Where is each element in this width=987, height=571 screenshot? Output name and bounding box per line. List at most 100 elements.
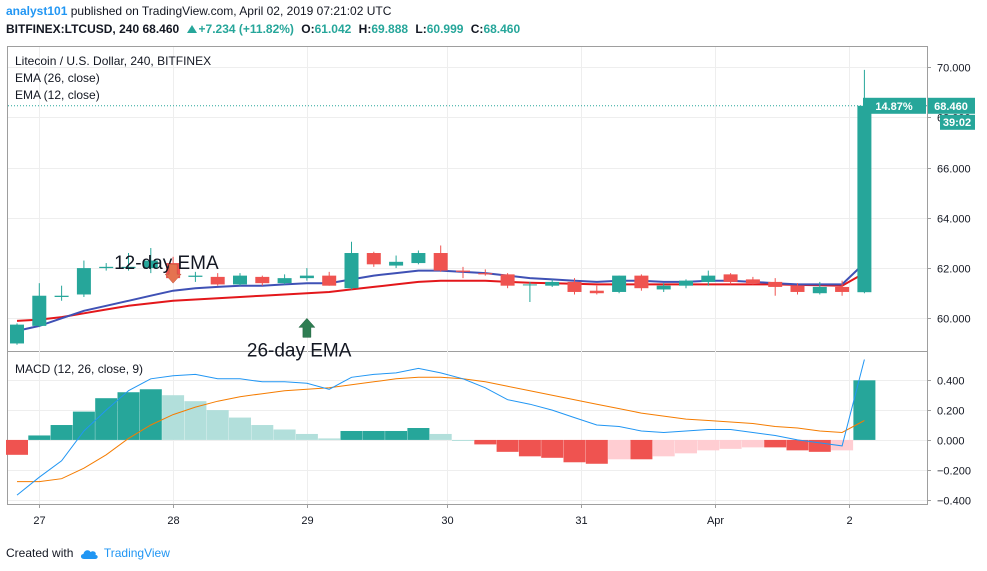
candle-body <box>500 274 515 286</box>
high-value: 69.888 <box>371 22 409 36</box>
macd-histogram-bar <box>273 429 296 440</box>
macd-series <box>16 359 865 496</box>
change-value: +7.234 (+11.82%) <box>198 22 294 36</box>
macd-histogram-bar <box>95 398 118 440</box>
macd-histogram-bar <box>764 439 787 448</box>
candle-body <box>121 266 136 269</box>
price-grid <box>8 67 927 319</box>
macd-histogram <box>6 380 876 464</box>
macd-histogram-bar <box>741 439 764 448</box>
macd-axis: 0.400 0.200 0.000 −0.200 −0.400 <box>927 376 971 508</box>
symbol-label: BITFINEX:LTCUSD, 240 <box>6 22 140 36</box>
tradingview-link[interactable]: TradingView <box>103 546 170 560</box>
last-price-tag-bg <box>928 97 975 114</box>
annotation-label: 26-day EMA <box>247 340 352 361</box>
candle-body <box>10 324 24 344</box>
countdown-tag-bg <box>940 114 975 130</box>
macd-histogram-bar <box>340 430 363 440</box>
macd-histogram-bar <box>162 395 185 440</box>
price-tick-label: 70.000 <box>937 63 971 75</box>
ema26-legend: EMA (26, close) <box>15 71 100 85</box>
pct-tag-label: 14.87% <box>875 101 913 113</box>
candle-body <box>790 285 805 292</box>
price-tick-label: 66.000 <box>937 164 971 176</box>
candle-body <box>522 284 537 286</box>
time-tick-label: 31 <box>575 515 587 527</box>
candle-body <box>54 295 69 297</box>
macd-histogram-bar <box>675 439 697 454</box>
price-tags: 14.87% 68.460 39:02 <box>863 97 975 130</box>
candle-body <box>210 276 225 285</box>
candle-body <box>32 295 47 326</box>
macd-histogram-bar <box>630 439 653 460</box>
author-link[interactable]: analyst101 <box>6 4 68 18</box>
high-label: H: <box>358 22 372 36</box>
candles <box>10 69 872 345</box>
time-grid <box>39 47 850 504</box>
macd-histogram-bar <box>652 439 675 457</box>
ema26-line <box>16 272 865 322</box>
footer: Created with TradingView <box>6 546 170 560</box>
candle-body <box>857 105 872 293</box>
candle-body <box>233 275 247 285</box>
macd-histogram-bar <box>697 439 720 451</box>
macd-histogram-bar <box>28 435 51 440</box>
time-axis: 27 28 29 30 31 Apr 2 <box>33 504 853 527</box>
candle-body <box>679 280 693 286</box>
candle-body <box>478 273 493 275</box>
price-tick-label: 62.000 <box>937 264 971 276</box>
macd-histogram-bar <box>585 439 608 464</box>
macd-tick-label: 0.000 <box>937 436 965 448</box>
price-tick-label: 64.000 <box>937 214 971 226</box>
last-price-tag-label: 68.460 <box>934 101 968 113</box>
signal-line <box>17 376 865 483</box>
macd-histogram-bar <box>452 439 474 441</box>
time-tick-label: 29 <box>301 515 313 527</box>
macd-tick-label: −0.400 <box>937 496 971 508</box>
time-tick-label: 30 <box>441 515 453 527</box>
macd-histogram-bar <box>295 433 318 440</box>
candle-body <box>255 276 270 284</box>
candle-body <box>812 286 827 294</box>
macd-tick-label: 0.200 <box>937 406 965 418</box>
macd-histogram-bar <box>786 439 809 451</box>
macd-histogram-bar <box>541 439 564 458</box>
macd-tick-label: 0.400 <box>937 376 965 388</box>
candle-body <box>344 253 359 289</box>
candle-body <box>634 275 649 289</box>
candle-body <box>277 278 292 284</box>
macd-histogram-bar <box>518 439 541 457</box>
candle-body <box>322 275 337 286</box>
open-value: 61.042 <box>314 22 352 36</box>
down-arrow-icon <box>164 263 182 284</box>
macd-histogram-bar <box>229 417 251 440</box>
candle-body <box>768 281 783 287</box>
up-arrow-icon <box>298 317 316 338</box>
time-tick-label: 2 <box>846 515 852 527</box>
countdown-tag-label: 39:02 <box>943 117 971 129</box>
candle-body <box>99 266 114 269</box>
candle-body <box>433 253 448 271</box>
macd-histogram-bar <box>474 439 497 445</box>
macd-legend: MACD (12, 26, close, 9) <box>15 362 143 376</box>
candle-body <box>723 274 738 282</box>
macd-histogram-bar <box>206 410 229 440</box>
low-label: L: <box>415 22 427 36</box>
candle-body <box>835 286 850 292</box>
time-tick-label: 27 <box>33 515 45 527</box>
candle-body <box>389 261 404 266</box>
legend: Litecoin / U.S. Dollar, 240, BITFINEX EM… <box>15 54 211 376</box>
macd-tick-label: −0.200 <box>937 466 971 478</box>
last-price: 68.460 <box>142 22 180 36</box>
macd-histogram-bar <box>496 439 519 452</box>
macd-histogram-bar <box>608 439 631 460</box>
macd-histogram-bar <box>318 438 341 440</box>
macd-histogram-bar <box>251 425 274 440</box>
candle-body <box>76 268 91 295</box>
macd-histogram-bar <box>808 439 831 452</box>
tradingview-cloud-icon <box>80 550 98 559</box>
candle-body <box>701 275 716 282</box>
price-tick-label: 60.000 <box>937 314 971 326</box>
candle-body <box>745 279 760 284</box>
